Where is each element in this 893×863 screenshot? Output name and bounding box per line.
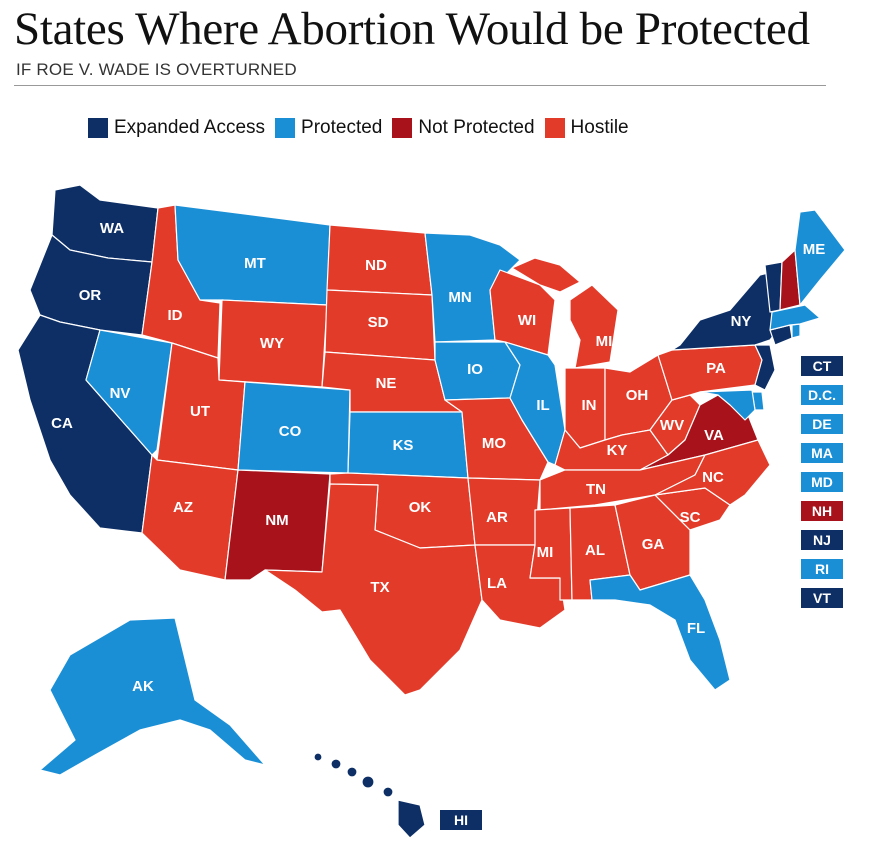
legend-swatch-not-protected (392, 118, 413, 138)
label-sc: SC (680, 509, 701, 526)
label-nm: NM (265, 512, 288, 529)
label-fl: FL (687, 620, 705, 637)
box-md (801, 472, 843, 492)
box-dc (801, 385, 843, 405)
box-ct (801, 356, 843, 376)
label-nc: NC (702, 469, 724, 486)
label-co: CO (279, 423, 302, 440)
label-mo: MO (482, 435, 506, 452)
state-mi-n (511, 257, 581, 293)
label-wa: WA (100, 220, 124, 237)
label-mn: MN (448, 289, 471, 306)
label-nv: NV (110, 385, 131, 402)
state-or (29, 234, 153, 336)
state-me (794, 209, 846, 306)
box-label-hi: HI (454, 812, 468, 828)
state-md (699, 389, 756, 421)
legend-item-hostile: Hostile (544, 117, 629, 139)
label-la: LA (487, 575, 507, 592)
legend-label-expanded: Expanded Access (114, 117, 266, 138)
label-me: ME (803, 241, 826, 258)
label-wi: WI (518, 312, 536, 329)
label-mi: MI (596, 333, 613, 350)
box-label-ct: CT (813, 358, 832, 374)
box-label-nj: NJ (813, 532, 831, 548)
label-ks: KS (393, 437, 414, 454)
label-il: IL (536, 397, 549, 414)
box-ri (801, 559, 843, 579)
state-labels: WA OR CA NV ID MT WY UT CO AZ NM ND SD N… (51, 220, 825, 695)
state-hi (313, 752, 426, 839)
small-state-boxes: CT D.C. DE MA MD NH NJ RI VT HI (440, 356, 843, 830)
legend-label-protected: Protected (301, 117, 383, 138)
label-or: OR (79, 287, 102, 304)
label-ny: NY (731, 313, 752, 330)
box-hi (440, 810, 482, 830)
label-pa: PA (706, 360, 726, 377)
state-mi-s (569, 284, 619, 369)
label-ne: NE (376, 375, 397, 392)
box-label-de: DE (812, 416, 831, 432)
state-ca (17, 314, 153, 534)
label-ky: KY (607, 442, 628, 459)
title-divider (14, 85, 826, 86)
state-ak (39, 617, 266, 776)
state-tx (264, 483, 483, 696)
box-label-ma: MA (811, 445, 833, 461)
label-az: AZ (173, 499, 193, 516)
label-oh: OH (626, 387, 649, 404)
state-fl (589, 574, 731, 691)
label-ga: GA (642, 536, 665, 553)
label-sd: SD (368, 314, 389, 331)
state-nc (654, 439, 771, 506)
label-ca: CA (51, 415, 73, 432)
state-nj (754, 344, 776, 391)
label-wv: WV (660, 417, 684, 434)
page-title: States Where Abortion Would be Protected (14, 3, 810, 55)
legend-swatch-protected (275, 118, 296, 138)
box-de (801, 414, 843, 434)
legend-item-protected: Protected (275, 117, 382, 139)
box-ma (801, 443, 843, 463)
legend-item-not-protected: Not Protected (392, 117, 535, 139)
state-nv (85, 329, 173, 456)
label-mi-south: MI (537, 544, 554, 561)
label-mt: MT (244, 255, 266, 272)
label-ok: OK (409, 499, 432, 516)
state-az (141, 454, 239, 581)
label-ar: AR (486, 509, 508, 526)
label-ut: UT (190, 403, 210, 420)
legend-swatch-expanded (88, 118, 108, 138)
legend-label-hostile: Hostile (570, 117, 629, 138)
box-nh (801, 501, 843, 521)
box-nj (801, 530, 843, 550)
legend-swatch-hostile (544, 118, 565, 138)
box-label-ri: RI (815, 561, 829, 577)
legend-item-expanded: Expanded Access (88, 117, 265, 139)
label-in: IN (582, 397, 597, 414)
label-al: AL (585, 542, 605, 559)
box-label-nh: NH (812, 503, 832, 519)
legend: Expanded Access Protected Not Protected … (88, 117, 629, 139)
box-label-md: MD (811, 474, 833, 490)
legend-label-not-protected: Not Protected (418, 117, 535, 138)
label-io: IO (467, 361, 483, 378)
box-vt (801, 588, 843, 608)
box-label-dc: D.C. (808, 387, 836, 403)
label-ak: AK (132, 678, 154, 695)
label-nd: ND (365, 257, 387, 274)
page-subtitle: IF ROE V. WADE IS OVERTURNED (16, 60, 297, 79)
label-va: VA (704, 427, 724, 444)
state-wi (489, 269, 556, 356)
label-wy: WY (260, 335, 284, 352)
label-tn: TN (586, 481, 606, 498)
state-ma (769, 304, 821, 331)
state-il (504, 341, 566, 466)
label-tx: TX (370, 579, 389, 596)
label-id: ID (168, 307, 183, 324)
box-label-vt: VT (813, 590, 831, 606)
state-ri (791, 323, 801, 339)
